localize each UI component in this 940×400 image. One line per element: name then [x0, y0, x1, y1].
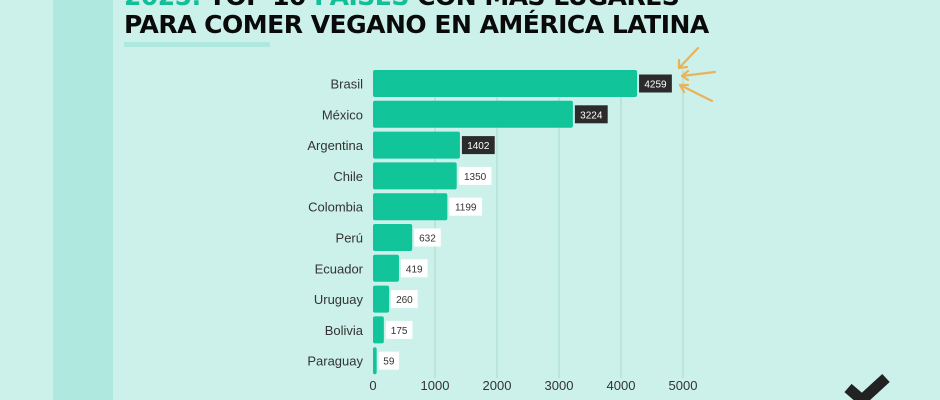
x-tick-label: 3000 — [545, 378, 574, 393]
bar — [373, 70, 638, 97]
value-label-bg — [449, 197, 483, 216]
bar — [373, 224, 413, 251]
decorative-stripe — [53, 0, 113, 400]
value-label-bg — [574, 105, 608, 124]
value-label-bg — [639, 74, 672, 93]
category-label: Bolivia — [325, 323, 364, 338]
category-label: Perú — [336, 231, 363, 246]
x-tick-label: 1000 — [421, 378, 450, 393]
category-label: Paraguay — [307, 354, 363, 369]
category-label: Brasil — [330, 77, 363, 92]
value-label: 1402 — [467, 141, 490, 152]
bar — [373, 131, 460, 159]
value-label-bg — [391, 290, 418, 309]
value-label: 4259 — [644, 80, 667, 91]
value-label-bg — [414, 228, 441, 247]
x-tick-label: 0 — [369, 378, 376, 393]
value-label: 419 — [406, 264, 423, 275]
bar — [373, 285, 390, 313]
value-label-bg — [378, 351, 400, 370]
title-underline — [124, 42, 270, 47]
value-label: 1350 — [464, 172, 487, 183]
value-label-bg — [461, 136, 495, 155]
category-label: Chile — [333, 169, 363, 184]
value-label: 59 — [383, 357, 395, 368]
x-tick-label: 5000 — [669, 378, 698, 393]
value-label: 260 — [396, 295, 413, 306]
category-label: Argentina — [307, 138, 363, 153]
value-label: 1199 — [455, 203, 477, 214]
category-label: México — [322, 107, 363, 122]
x-tick-label: 4000 — [607, 378, 636, 393]
category-label: Ecuador — [315, 261, 364, 276]
value-label: 632 — [419, 234, 436, 245]
category-label: Uruguay — [314, 292, 364, 307]
title-year: 2025. — [124, 0, 201, 11]
title-end: CON MAS LUGARES — [409, 0, 680, 11]
category-label: Colombia — [308, 200, 364, 215]
bar — [373, 347, 377, 375]
check-logo-icon — [844, 373, 890, 400]
value-label-bg — [400, 259, 428, 278]
page-title: 2025. TOP 10 PAISES CON MAS LUGARES PARA… — [124, 0, 709, 39]
bar — [373, 100, 573, 128]
value-label: 175 — [391, 326, 408, 337]
title-accent: PAISES — [314, 0, 409, 11]
value-label-bg — [385, 320, 413, 339]
value-label: 3224 — [580, 110, 603, 121]
value-label-bg — [458, 166, 492, 185]
x-tick-label: 2000 — [483, 378, 512, 393]
bar — [373, 254, 399, 282]
highlight-arrows-icon — [677, 46, 717, 103]
bar — [373, 193, 448, 221]
title-line-2: PARA COMER VEGANO EN AMÉRICA LATINA — [124, 10, 709, 39]
bar — [373, 316, 384, 344]
title-mid: TOP 10 — [201, 0, 315, 11]
title-line-1: 2025. TOP 10 PAISES CON MAS LUGARES — [124, 0, 709, 11]
bar — [373, 162, 457, 190]
